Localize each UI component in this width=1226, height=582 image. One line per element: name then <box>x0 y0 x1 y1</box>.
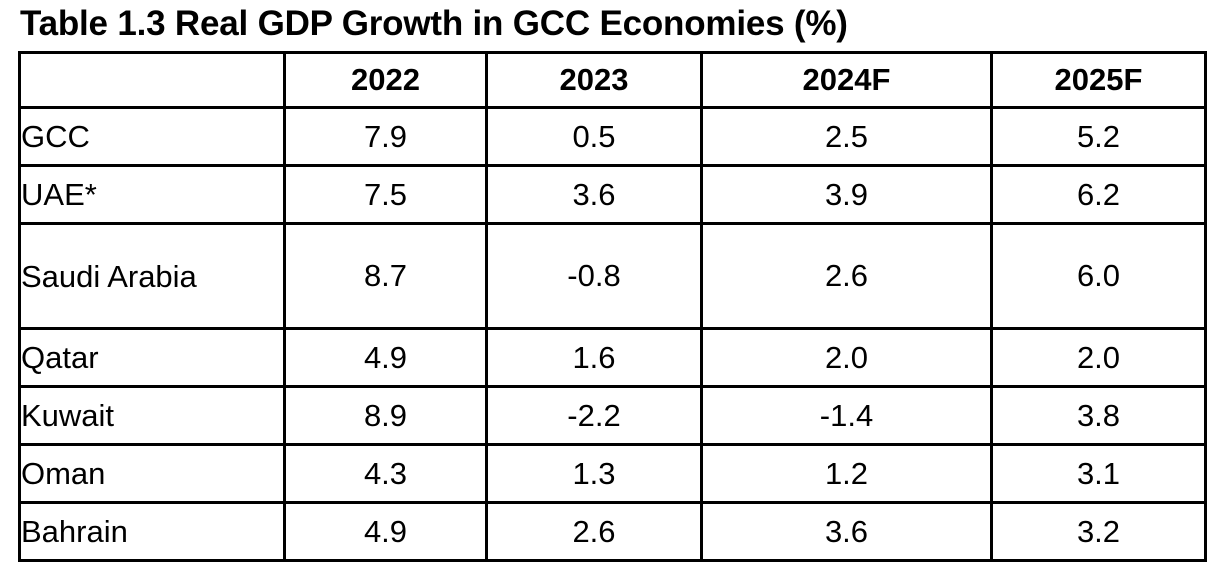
cell-uae-2024f: 3.9 <box>700 164 993 225</box>
table-row: Bahrain 4.9 2.6 3.6 3.2 <box>18 501 1207 562</box>
table-row: GCC 7.9 0.5 2.5 5.2 <box>18 106 1207 167</box>
row-label-oman: Oman <box>18 443 286 504</box>
cell-kuwait-2025f: 3.8 <box>990 385 1207 446</box>
cell-oman-2024f: 1.2 <box>700 443 993 504</box>
row-label-qatar: Qatar <box>18 327 286 388</box>
cell-gcc-2022: 7.9 <box>283 106 488 167</box>
cell-gcc-2025f: 5.2 <box>990 106 1207 167</box>
table-body: GCC 7.9 0.5 2.5 5.2 UAE* 7.5 3.6 3.9 6.2… <box>18 106 1207 562</box>
row-label-gcc: GCC <box>18 106 286 167</box>
column-header-2022: 2022 <box>283 51 488 109</box>
column-header-2024f: 2024F <box>700 51 993 109</box>
cell-oman-2023: 1.3 <box>485 443 703 504</box>
cell-oman-2025f: 3.1 <box>990 443 1207 504</box>
gdp-growth-table: 2022 2023 2024F 2025F GCC 7.9 0.5 2.5 5.… <box>18 51 1207 562</box>
table-row: Qatar 4.9 1.6 2.0 2.0 <box>18 327 1207 388</box>
cell-oman-2022: 4.3 <box>283 443 488 504</box>
page-title: Table 1.3 Real GDP Growth in GCC Economi… <box>20 4 848 43</box>
column-header-2023: 2023 <box>485 51 703 109</box>
cell-uae-2022: 7.5 <box>283 164 488 225</box>
cell-bahrain-2022: 4.9 <box>283 501 488 562</box>
row-label-saudi-arabia: Saudi Arabia <box>18 222 286 330</box>
column-header-2025f: 2025F <box>990 51 1207 109</box>
header-row: 2022 2023 2024F 2025F <box>18 51 1207 109</box>
cell-saudi-arabia-2025f: 6.0 <box>990 222 1207 330</box>
cell-saudi-arabia-2024f: 2.6 <box>700 222 993 330</box>
cell-kuwait-2024f: -1.4 <box>700 385 993 446</box>
row-label-bahrain: Bahrain <box>18 501 286 562</box>
cell-saudi-arabia-2023: -0.8 <box>485 222 703 330</box>
cell-kuwait-2022: 8.9 <box>283 385 488 446</box>
cell-gcc-2023: 0.5 <box>485 106 703 167</box>
cell-saudi-arabia-2022: 8.7 <box>283 222 488 330</box>
row-label-uae: UAE* <box>18 164 286 225</box>
column-header-label <box>18 51 286 109</box>
table-row: Saudi Arabia 8.7 -0.8 2.6 6.0 <box>18 222 1207 330</box>
cell-bahrain-2025f: 3.2 <box>990 501 1207 562</box>
table-row: Oman 4.3 1.3 1.2 3.1 <box>18 443 1207 504</box>
row-label-kuwait: Kuwait <box>18 385 286 446</box>
cell-gcc-2024f: 2.5 <box>700 106 993 167</box>
table-header: 2022 2023 2024F 2025F <box>18 51 1207 109</box>
cell-qatar-2022: 4.9 <box>283 327 488 388</box>
cell-kuwait-2023: -2.2 <box>485 385 703 446</box>
cell-qatar-2025f: 2.0 <box>990 327 1207 388</box>
cell-qatar-2024f: 2.0 <box>700 327 993 388</box>
cell-uae-2025f: 6.2 <box>990 164 1207 225</box>
cell-bahrain-2024f: 3.6 <box>700 501 993 562</box>
table-row: UAE* 7.5 3.6 3.9 6.2 <box>18 164 1207 225</box>
cell-bahrain-2023: 2.6 <box>485 501 703 562</box>
cell-qatar-2023: 1.6 <box>485 327 703 388</box>
table-row: Kuwait 8.9 -2.2 -1.4 3.8 <box>18 385 1207 446</box>
cell-uae-2023: 3.6 <box>485 164 703 225</box>
